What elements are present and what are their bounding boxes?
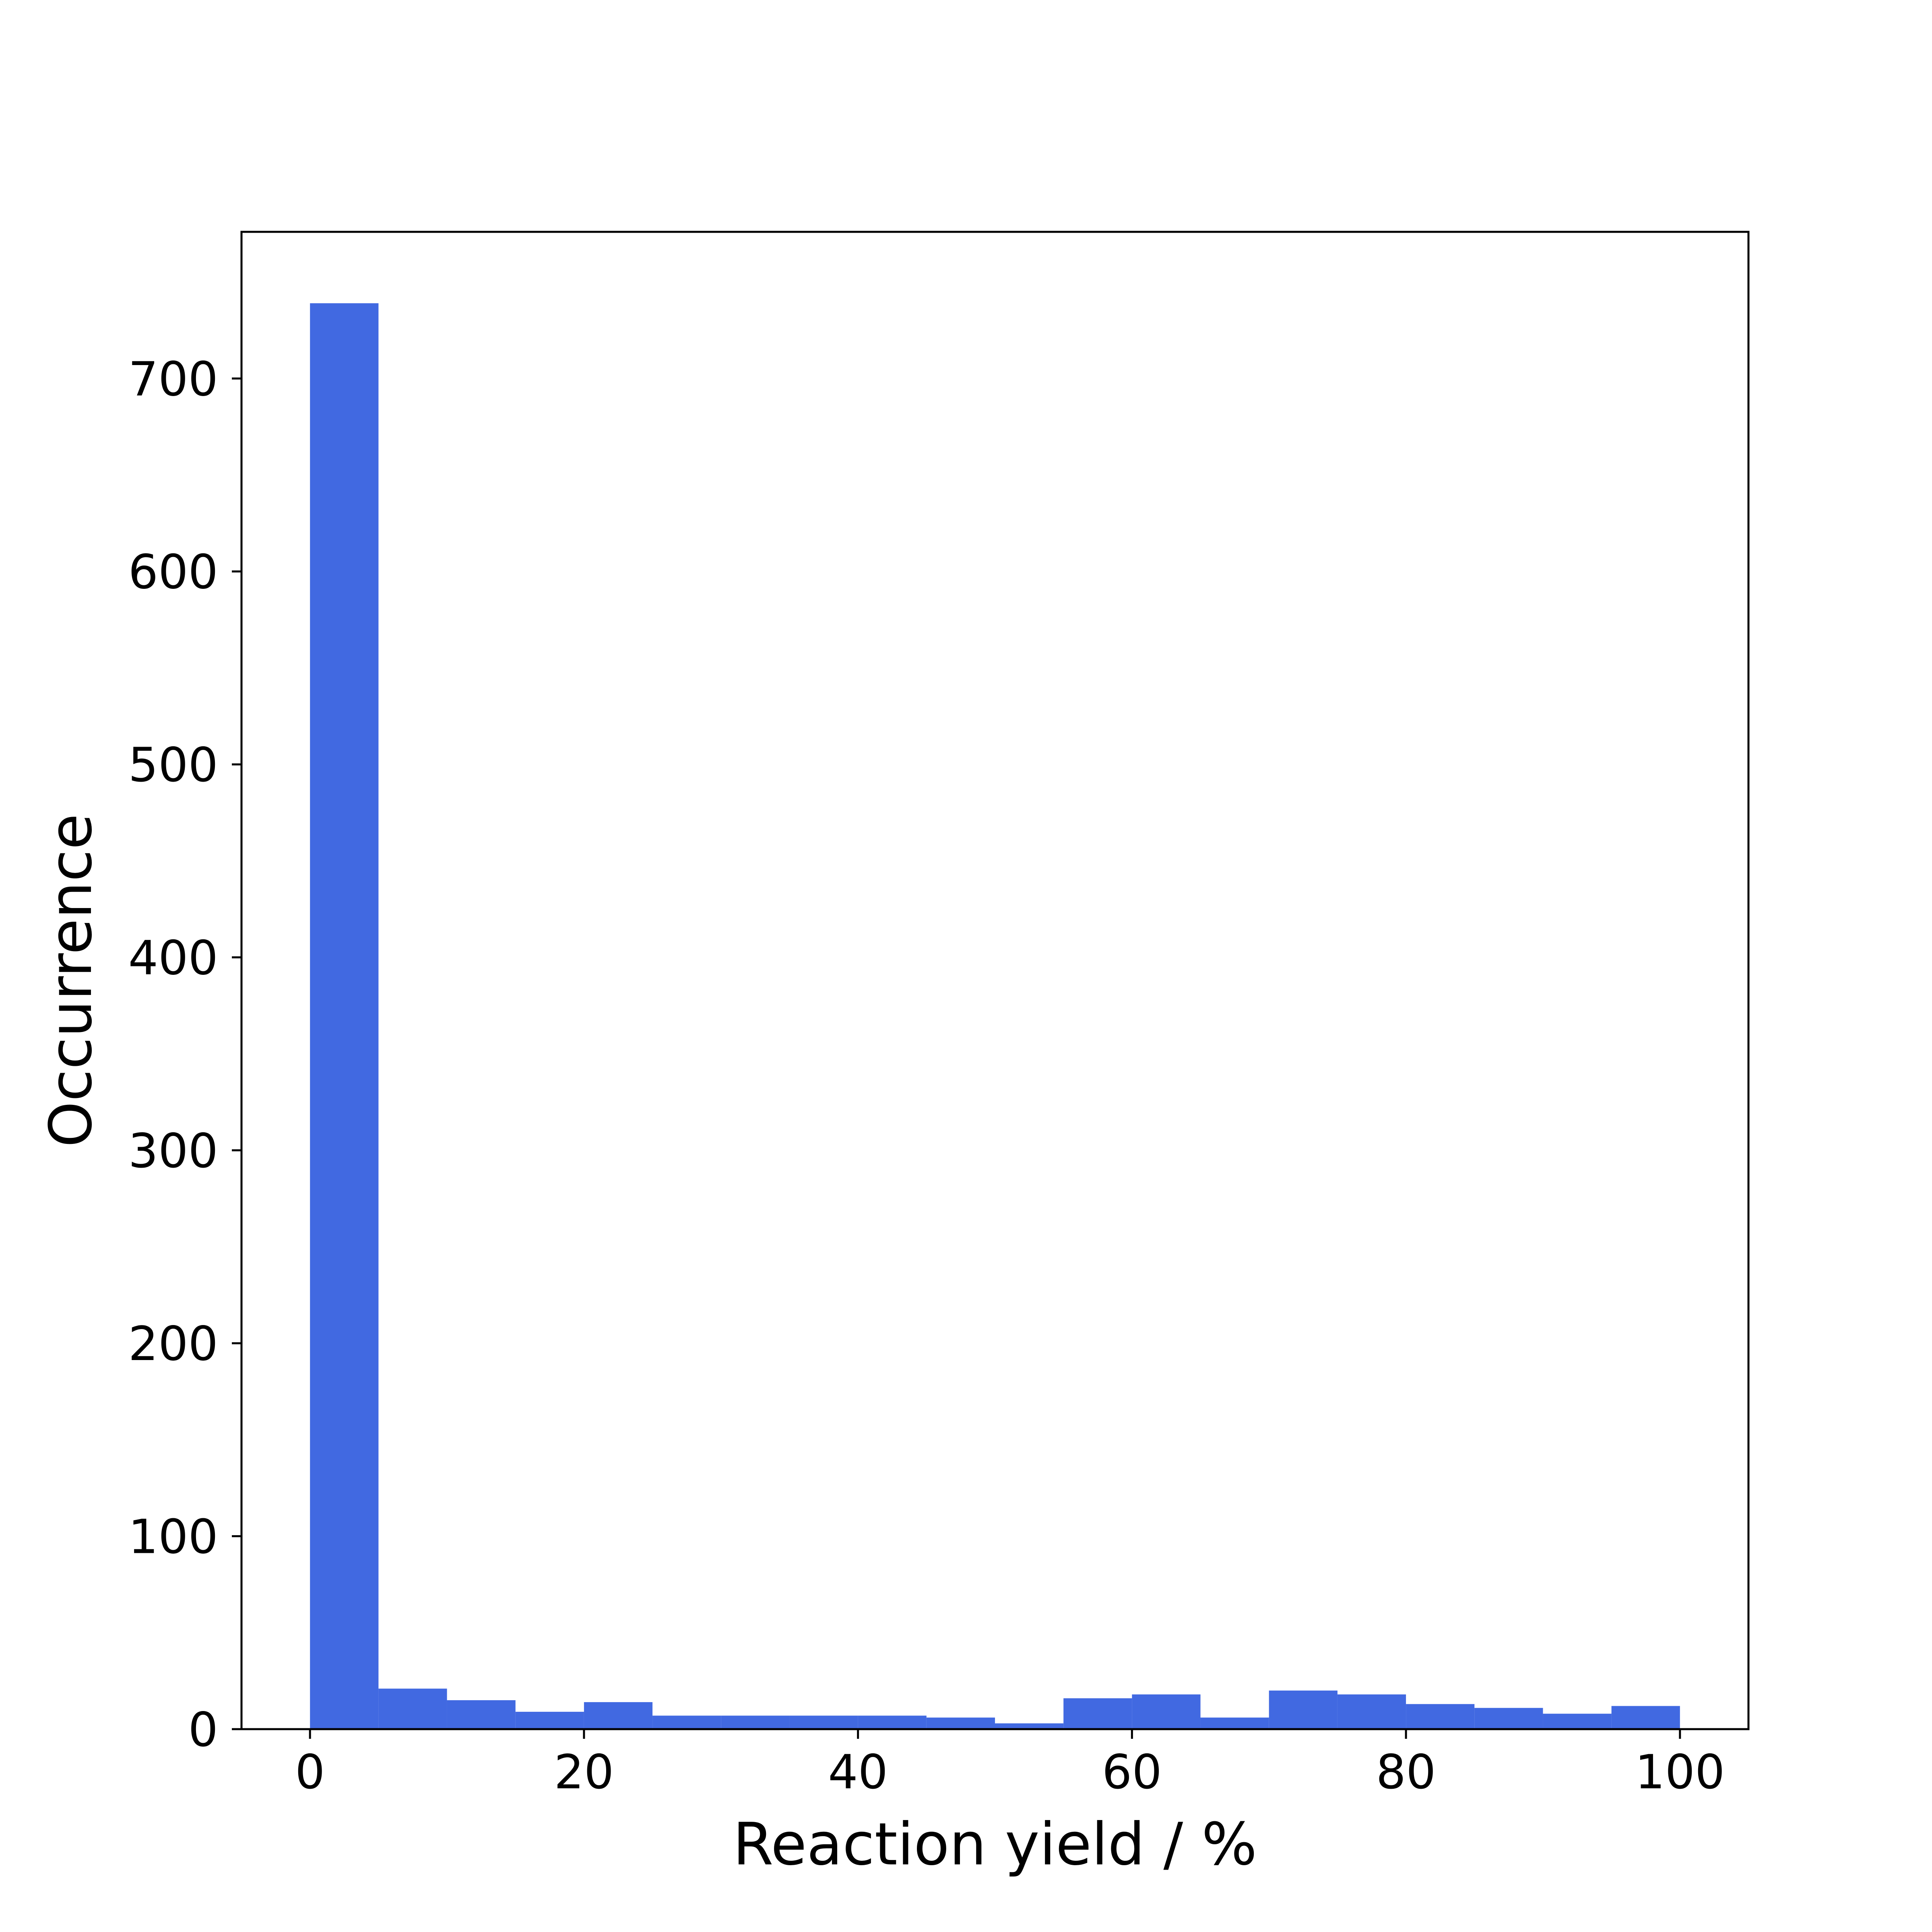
x-tick-label: 80 bbox=[1376, 1744, 1436, 1800]
histogram-bar-45-50 bbox=[926, 1717, 995, 1729]
y-tick-label: 700 bbox=[128, 351, 218, 407]
x-tick-label: 60 bbox=[1102, 1744, 1162, 1800]
x-tick-label: 100 bbox=[1635, 1744, 1725, 1800]
histogram-bar-0-5 bbox=[310, 303, 379, 1730]
y-tick-label: 400 bbox=[128, 930, 218, 985]
bars-group bbox=[310, 303, 1680, 1730]
histogram-bar-5-10 bbox=[378, 1688, 447, 1729]
histogram-bar-90-95 bbox=[1543, 1713, 1612, 1729]
histogram-bar-15-20 bbox=[515, 1711, 584, 1729]
x-tick-label: 0 bbox=[295, 1744, 325, 1800]
histogram-bar-30-35 bbox=[721, 1715, 790, 1729]
histogram-bar-95-100 bbox=[1611, 1706, 1680, 1729]
x-axis-label: Reaction yield / % bbox=[733, 1810, 1257, 1878]
histogram-bar-80-85 bbox=[1406, 1704, 1475, 1729]
histogram-bar-55-60 bbox=[1063, 1698, 1132, 1729]
histogram-bar-35-40 bbox=[789, 1715, 858, 1729]
y-tick-label: 100 bbox=[128, 1509, 218, 1565]
y-tick-label: 300 bbox=[128, 1123, 218, 1179]
histogram-bar-70-75 bbox=[1269, 1690, 1338, 1729]
x-ticks-group: 0 20 40 60 80 100 bbox=[295, 1729, 1725, 1800]
y-tick-label: 600 bbox=[128, 545, 218, 600]
y-axis-label: Occurrence bbox=[37, 813, 105, 1147]
x-tick-label: 40 bbox=[828, 1744, 888, 1800]
histogram-bar-20-25 bbox=[584, 1702, 653, 1729]
histogram-bar-75-80 bbox=[1337, 1694, 1406, 1729]
y-tick-label: 200 bbox=[128, 1316, 218, 1371]
x-tick-label: 20 bbox=[554, 1744, 614, 1800]
histogram-bar-50-55 bbox=[995, 1723, 1064, 1729]
y-tick-label: 500 bbox=[128, 737, 218, 793]
histogram-bar-60-65 bbox=[1132, 1694, 1201, 1729]
histogram-bar-65-70 bbox=[1200, 1717, 1269, 1729]
plot-area-frame bbox=[240, 231, 1750, 1730]
histogram-bar-10-15 bbox=[447, 1700, 516, 1729]
histogram-bar-85-90 bbox=[1474, 1708, 1543, 1729]
y-ticks-group: 0 100 200 300 400 500 600 700 bbox=[128, 351, 242, 1757]
histogram-bar-40-45 bbox=[858, 1715, 927, 1729]
histogram-bar-25-30 bbox=[652, 1715, 721, 1729]
y-tick-label: 0 bbox=[188, 1702, 218, 1757]
